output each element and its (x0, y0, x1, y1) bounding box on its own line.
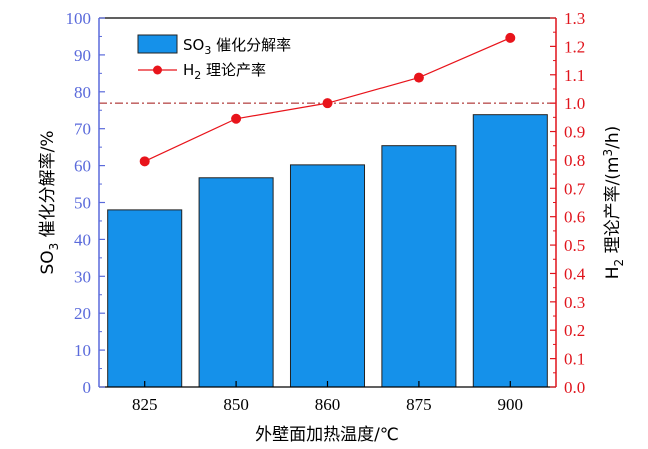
left-axis-title: SO3 催化分解率/% (38, 130, 61, 274)
left-tick-label: 30 (74, 267, 91, 286)
right-axis-title-part: 2 (612, 259, 626, 267)
h2-point-825 (139, 156, 150, 167)
left-tick-label: 0 (83, 378, 92, 397)
legend: SO3 催化分解率 H2 理论产率 (137, 34, 291, 82)
right-axis-title-part: /h) (603, 126, 623, 149)
h2-point-850 (231, 113, 242, 124)
x-tick-label: 875 (406, 395, 432, 414)
x-tick-label: 860 (315, 395, 341, 414)
left-tick-label: 100 (66, 9, 92, 28)
x-tick-label: 850 (223, 395, 249, 414)
right-tick-label: 0.8 (564, 151, 585, 170)
left-tick-label: 20 (74, 304, 91, 323)
legend-bar-swatch (137, 34, 178, 54)
line-series (139, 32, 516, 167)
bar-900 (472, 114, 548, 388)
left-tick-label: 90 (74, 46, 91, 65)
right-tick-label: 0.3 (564, 293, 585, 312)
legend-line-label-part: 理论产率 (201, 61, 266, 79)
bar-875 (381, 145, 457, 388)
legend-line-label: H2 理论产率 (183, 61, 266, 82)
right-axis-title-part: 理论产率/(m (603, 157, 623, 259)
left-tick-label: 60 (74, 157, 91, 176)
legend-bar-label-part: 催化分解率 (211, 36, 291, 54)
left-axis-title-part: 3 (47, 243, 61, 251)
h2-point-900 (505, 32, 516, 43)
right-tick-label: 1.3 (564, 9, 585, 28)
x-tick-label: 900 (498, 395, 524, 414)
right-tick-label: 1.2 (564, 37, 585, 56)
x-axis: 825 850 860 875 900 (132, 381, 523, 414)
left-tick-label: 80 (74, 83, 91, 102)
legend-bar-label-part: 3 (204, 44, 211, 57)
right-tick-label: 0.0 (564, 378, 585, 397)
right-axis-title-part: H (603, 266, 623, 279)
bar-series (107, 114, 548, 388)
legend-line-label-part: 2 (194, 69, 201, 82)
left-axis-title-part: 催化分解率/% (38, 130, 58, 242)
h2-point-860 (322, 98, 333, 109)
bar-860 (289, 164, 366, 388)
right-tick-label: 0.6 (564, 208, 585, 227)
right-tick-label: 0.1 (564, 350, 585, 369)
right-tick-label: 1.1 (564, 66, 585, 85)
bar-850 (198, 177, 274, 388)
left-tick-label: 50 (74, 194, 91, 213)
right-tick-label: 0.2 (564, 321, 585, 340)
x-tick-label: 825 (132, 395, 158, 414)
right-tick-label: 1.0 (564, 94, 585, 113)
bar-825 (107, 209, 183, 388)
right-axis: 0.0 0.1 0.2 0.3 0.4 0.5 0.6 0.7 0.8 0.9 1.0 1.1 1.2 1… (550, 9, 626, 397)
right-tick-label: 0.4 (564, 264, 586, 283)
left-tick-label: 40 (74, 230, 91, 249)
h2-point-875 (413, 72, 424, 83)
legend-bar-label-part: SO (183, 36, 204, 54)
right-axis-title-part: 3 (601, 149, 615, 157)
left-axis-title-part: SO (38, 250, 58, 274)
left-tick-label: 10 (74, 341, 91, 360)
left-tick-label: 70 (74, 120, 91, 139)
x-axis-title: 外壁面加热温度/℃ (255, 425, 399, 445)
right-axis-title: H2 理论产率/(m3/h) (601, 126, 626, 280)
legend-bar-label: SO3 催化分解率 (183, 36, 291, 57)
right-tick-label: 0.9 (564, 123, 585, 142)
left-axis: 0 10 20 30 40 50 60 70 80 90 100 SO3 催化分解率/% (38, 9, 105, 397)
legend-line-marker (153, 65, 162, 75)
legend-line-label-part: H (183, 61, 194, 79)
right-tick-label: 0.5 (564, 236, 585, 255)
right-tick-label: 0.7 (564, 179, 586, 198)
